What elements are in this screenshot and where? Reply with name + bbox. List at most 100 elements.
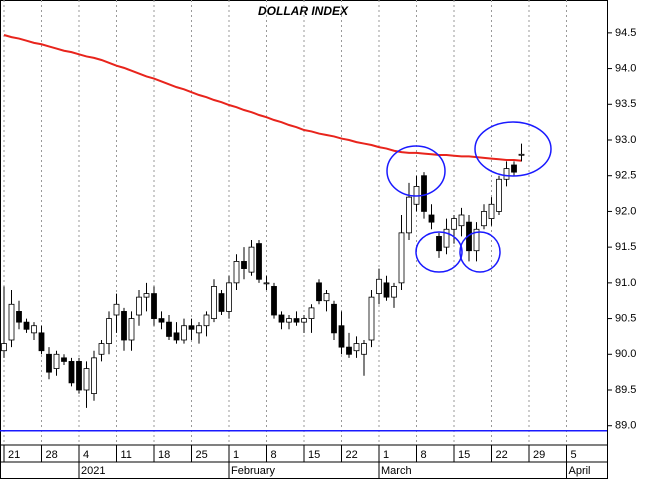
- month-label: 2021: [81, 465, 105, 477]
- candle-body: [263, 282, 270, 285]
- candle-body: [481, 211, 487, 227]
- x-tick-label: 15: [308, 449, 320, 461]
- candle-body: [278, 314, 285, 323]
- candle-body: [316, 282, 322, 302]
- candle-body: [166, 321, 172, 337]
- y-tick-label: 90.0: [615, 348, 636, 360]
- x-tick-label: 15: [458, 449, 470, 461]
- y-tick-label: 91.0: [615, 277, 636, 289]
- x-tick-label: 4: [83, 449, 89, 461]
- candle-body: [1, 343, 7, 352]
- candle-body: [16, 311, 22, 323]
- x-tick-label: 8: [421, 449, 427, 461]
- x-tick-label: 11: [121, 449, 132, 461]
- candle-body: [91, 357, 97, 394]
- x-tick-label: 1: [233, 449, 239, 461]
- x-tick-label: 1: [383, 449, 389, 461]
- candle-body: [428, 214, 435, 223]
- candle-body: [181, 325, 187, 341]
- candle-body: [443, 228, 450, 248]
- y-tick-label: 89.0: [615, 420, 636, 432]
- y-tick-label: 92.5: [615, 170, 636, 182]
- highlight-circle: [459, 231, 501, 273]
- month-label: March: [381, 465, 412, 477]
- x-tick-label: 18: [158, 449, 170, 461]
- candle-body: [368, 296, 375, 341]
- candle-body: [346, 346, 352, 355]
- candle-body: [218, 293, 225, 312]
- candle-body: [113, 303, 120, 316]
- candle-body: [301, 318, 307, 323]
- candle-body: [31, 325, 37, 334]
- candle-body: [196, 325, 202, 334]
- candle-body: [151, 293, 157, 319]
- moving-average-line: [3, 34, 522, 162]
- candle-body: [173, 332, 180, 341]
- candle-body: [46, 353, 52, 373]
- candle-body: [331, 303, 337, 334]
- y-tick-label: 93.0: [615, 134, 636, 146]
- candle-body: [323, 293, 330, 302]
- candle-body: [308, 307, 315, 319]
- candle-body: [271, 286, 277, 316]
- candle-body: [53, 353, 60, 369]
- y-tick-label: 89.5: [615, 384, 636, 396]
- candle-body: [458, 214, 465, 227]
- candle-body: [106, 318, 112, 344]
- highlight-circle: [386, 145, 446, 197]
- candle-body: [188, 325, 195, 330]
- candle-body: [511, 164, 517, 173]
- candle-body: [158, 318, 165, 323]
- candle-body: [98, 343, 105, 355]
- candle-body: [226, 282, 232, 312]
- candle-body: [248, 246, 255, 273]
- y-tick-label: 91.5: [615, 241, 636, 253]
- y-tick-label: 93.5: [615, 98, 636, 110]
- candle-body: [38, 332, 45, 352]
- candle-body: [338, 325, 345, 348]
- candle-body: [203, 314, 210, 327]
- month-label: February: [231, 465, 276, 477]
- candle-body: [376, 278, 382, 294]
- candle-body: [61, 357, 67, 362]
- x-tick-label: 25: [196, 449, 208, 461]
- candle-body: [361, 343, 367, 355]
- candle-body: [23, 321, 30, 330]
- candle-body: [8, 303, 15, 341]
- candle-body: [233, 261, 240, 284]
- candle-body: [83, 368, 90, 391]
- month-label: April: [569, 465, 591, 477]
- x-tick-label: 5: [571, 449, 577, 461]
- candle-body: [421, 175, 427, 212]
- x-tick-label: 22: [496, 449, 508, 461]
- y-tick-label: 94.5: [615, 27, 636, 39]
- y-tick-label: 94.0: [615, 62, 636, 74]
- candle-body: [383, 282, 390, 298]
- highlight-circle: [415, 231, 463, 273]
- candle-body: [68, 361, 75, 384]
- candle-body: [293, 318, 300, 323]
- y-tick-label: 90.5: [615, 312, 636, 324]
- candle-body: [398, 232, 405, 284]
- candle-body: [436, 236, 442, 252]
- x-tick-label: 8: [271, 449, 277, 461]
- x-tick-label: 28: [46, 449, 58, 461]
- candle-body: [76, 361, 82, 391]
- x-tick-label: 21: [8, 449, 20, 461]
- candle-body: [353, 343, 360, 352]
- candle-body: [503, 168, 510, 180]
- candle-body: [496, 178, 502, 212]
- annotations: [386, 121, 552, 273]
- candle-body: [473, 228, 480, 252]
- highlight-circle: [474, 121, 552, 177]
- y-tick-label: 92.0: [615, 205, 636, 217]
- candle-body: [406, 196, 412, 234]
- chart-title: DOLLAR INDEX: [258, 4, 349, 18]
- candle-body: [136, 296, 142, 316]
- candle-body: [241, 261, 247, 269]
- candle-body: [121, 311, 127, 341]
- candle-body: [143, 293, 150, 298]
- x-tick-label: 29: [533, 449, 545, 461]
- candle-body: [128, 318, 135, 341]
